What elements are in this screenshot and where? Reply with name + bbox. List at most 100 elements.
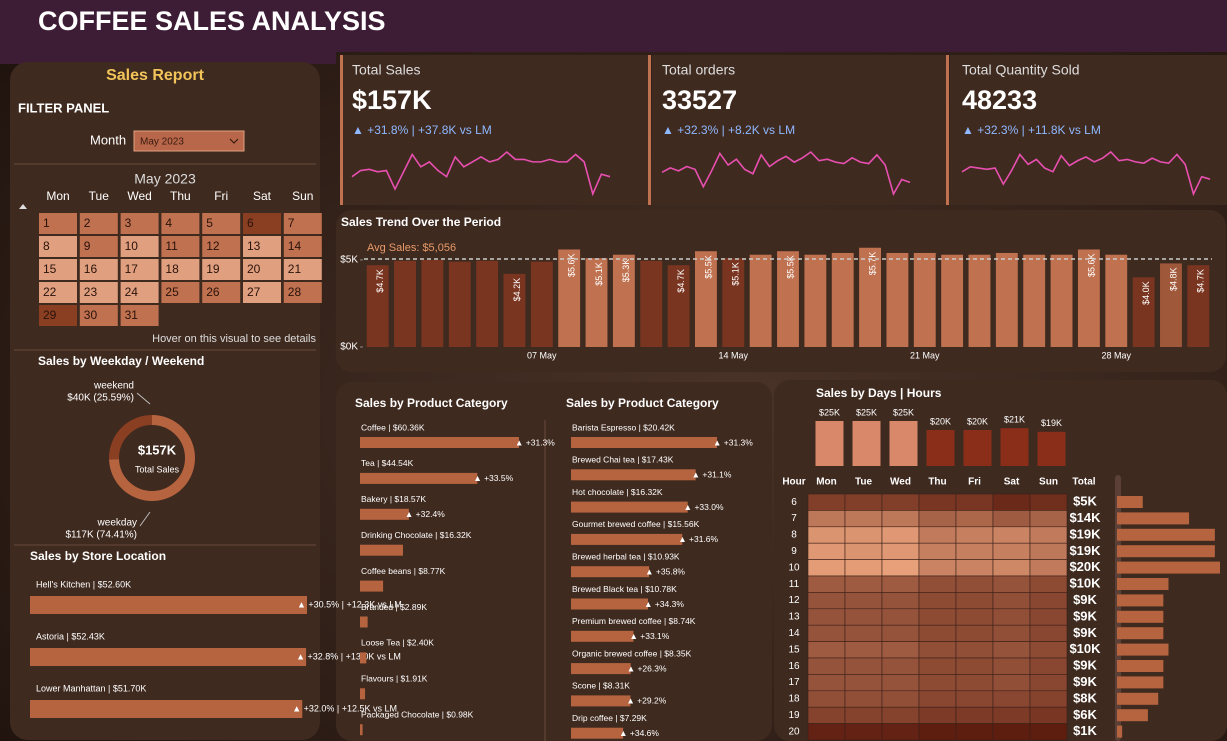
heat-cell (955, 493, 994, 511)
product-growth: ▲ +34.3% (644, 599, 684, 609)
column-header: Total (1072, 477, 1095, 488)
data-label: $20K (930, 416, 951, 426)
calendar-day[interactable] (283, 282, 322, 303)
hour-total-bar (1117, 545, 1215, 558)
calendar-day[interactable] (79, 259, 118, 280)
trend-bar (667, 265, 690, 347)
calendar-day[interactable] (283, 259, 322, 280)
heat-cell (1029, 608, 1068, 626)
calendar-day[interactable] (161, 282, 200, 303)
calendar-day[interactable] (202, 236, 241, 257)
calendar-day[interactable] (202, 259, 241, 280)
calendar-day[interactable] (161, 236, 200, 257)
calendar-arrow[interactable] (19, 204, 27, 209)
heat-cell (1029, 510, 1068, 528)
trend-bar (968, 254, 991, 347)
day-total-bar (1037, 431, 1066, 466)
product-label: Barista Espresso | $20.42K (572, 422, 675, 432)
heat-cell (881, 624, 920, 642)
calendar-day[interactable] (120, 236, 159, 257)
calendar-day[interactable] (79, 236, 118, 257)
calendar-day[interactable] (120, 213, 159, 234)
calendar-day[interactable] (202, 213, 241, 234)
calendar-day[interactable] (39, 213, 77, 234)
hour-total-label: $19K (1069, 526, 1101, 541)
calendar-day[interactable] (283, 213, 322, 234)
hour-label: 11 (789, 579, 800, 590)
column-header: Wed (890, 477, 911, 488)
calendar-day[interactable] (39, 282, 77, 303)
calendar-day[interactable] (243, 213, 281, 234)
heat-cell (992, 657, 1031, 675)
calendar-day[interactable] (39, 305, 77, 326)
day-number: 29 (43, 308, 57, 322)
heat-cell (992, 559, 1031, 577)
heat-cell (955, 641, 994, 659)
data-label: $5.1K (594, 262, 604, 286)
calendar-day[interactable] (120, 259, 159, 280)
heat-cell (918, 526, 957, 544)
donut-center-value: $157K (138, 442, 177, 457)
x-tick-label: 28 May (1102, 350, 1132, 360)
hour-total-label: $8K (1073, 690, 1097, 705)
hour-total-bar (1117, 660, 1164, 672)
scrollbar[interactable] (1115, 475, 1121, 741)
product-label: Gourmet brewed coffee | $15.56K (572, 519, 700, 529)
month-dropdown[interactable] (133, 130, 245, 152)
calendar-day[interactable] (79, 282, 118, 303)
hour-total-label: $9K (1073, 658, 1097, 673)
hour-total-label: $6K (1073, 707, 1097, 722)
product-bar (360, 580, 384, 592)
hour-total-label: $19K (1069, 543, 1101, 558)
product-label: Premium brewed coffee | $8.74K (572, 616, 696, 626)
day-number: 1 (43, 216, 50, 230)
heat-cell (881, 723, 920, 741)
heat-cell (918, 624, 957, 642)
calendar-day[interactable] (243, 259, 281, 280)
calendar-day[interactable] (202, 282, 241, 303)
calendar-day[interactable] (120, 282, 159, 303)
calendar-day[interactable] (283, 236, 322, 257)
product-growth: ▲ +29.2% (626, 696, 666, 706)
heat-cell (918, 657, 957, 675)
heat-cell (807, 575, 846, 593)
data-label: $4.7K (1196, 269, 1206, 293)
trend-bar (585, 258, 608, 347)
hour-total-bar (1117, 496, 1143, 508)
heat-cell (1029, 526, 1068, 544)
hour-total-label: $14K (1069, 510, 1101, 525)
data-label: $4.2K (512, 278, 522, 302)
calendar-title: May 2023 (134, 171, 196, 187)
calendar-day[interactable] (79, 213, 118, 234)
heat-cell (1029, 542, 1068, 560)
column-header: Sun (1039, 477, 1058, 488)
data-label: $5.5K (785, 255, 795, 279)
heat-cell (918, 723, 957, 741)
calendar-day[interactable] (161, 213, 200, 234)
data-label: $19K (1041, 418, 1062, 428)
product-growth: ▲ +26.3% (627, 663, 667, 673)
heat-cell (881, 575, 920, 593)
heat-cell (807, 592, 846, 610)
calendar-day[interactable] (243, 236, 281, 257)
hour-total-label: $9K (1073, 625, 1097, 640)
data-label: $25K (856, 407, 877, 417)
calendar-day[interactable] (161, 259, 200, 280)
calendar-day[interactable] (39, 259, 77, 280)
heat-cell (844, 674, 883, 692)
data-label: $21K (1004, 415, 1025, 425)
product-growth: ▲ +31.1% (692, 470, 732, 480)
calendar-day[interactable] (39, 236, 77, 257)
calendar-day[interactable] (120, 305, 159, 326)
trend-bar (421, 259, 444, 347)
trend-bar (1105, 254, 1128, 347)
calendar-day[interactable] (243, 282, 281, 303)
day-number: 31 (125, 308, 139, 322)
day-number: 6 (247, 216, 254, 230)
heat-cell (955, 542, 994, 560)
heat-cell (844, 641, 883, 659)
heat-cell (881, 690, 920, 708)
heat-cell (881, 641, 920, 659)
column-header: Mon (816, 477, 837, 488)
calendar-day[interactable] (79, 305, 118, 326)
